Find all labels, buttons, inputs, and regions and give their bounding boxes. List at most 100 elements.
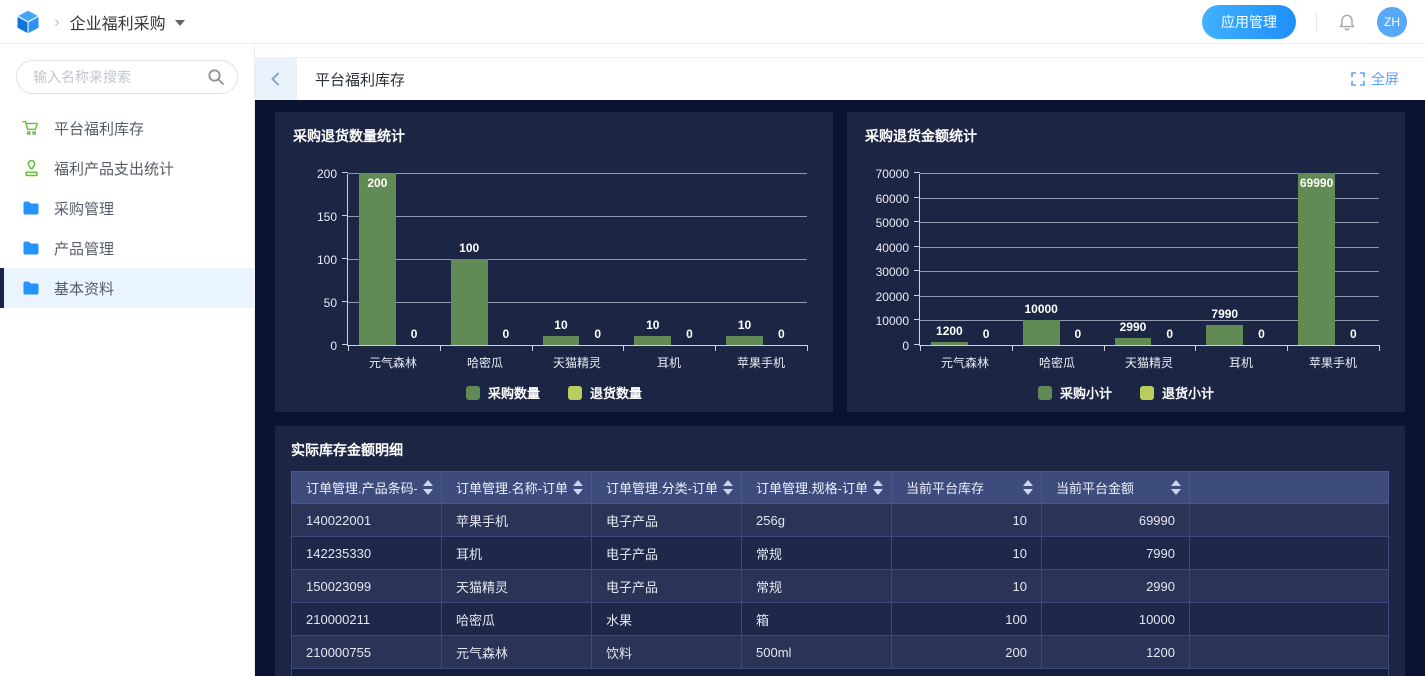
legend-swatch bbox=[568, 385, 582, 400]
table-cell: 256g bbox=[741, 503, 892, 537]
bar-采购小计-哈密瓜 bbox=[1022, 320, 1060, 345]
bar-value-label-zero: 0 bbox=[502, 327, 510, 341]
column-header-6 bbox=[1189, 471, 1389, 504]
table-cell: 箱 bbox=[741, 602, 892, 636]
y-axis-tick-label: 70000 bbox=[875, 167, 909, 181]
legend-item-退货数量[interactable]: 退货数量 bbox=[568, 383, 642, 402]
back-button[interactable] bbox=[255, 58, 297, 100]
x-axis-category-label: 苹果手机 bbox=[736, 356, 785, 370]
fullscreen-button[interactable]: 全屏 bbox=[1351, 69, 1399, 89]
bar-value-label: 2990 bbox=[1119, 319, 1147, 334]
sort-icon[interactable] bbox=[573, 480, 583, 495]
sidebar-item-label: 产品管理 bbox=[54, 240, 115, 258]
table-cell: 电子产品 bbox=[591, 536, 742, 570]
bar-value-label: 10000 bbox=[1024, 302, 1058, 317]
table-cell: 7990 bbox=[1041, 536, 1190, 570]
dashboard-area: 采购退货数量统计 0 50 100 150 200 200 0 100 0 10 0 10 0 10 0 元气森… bbox=[255, 100, 1425, 676]
bar-采购数量-天猫精灵 bbox=[542, 336, 580, 345]
table-cell bbox=[1189, 503, 1389, 537]
legend-label: 采购数量 bbox=[487, 386, 540, 401]
table-row: 210000755 元气森林 饮料 500ml 200 1200 bbox=[291, 635, 1389, 669]
legend-item-采购数量[interactable]: 采购数量 bbox=[465, 383, 540, 402]
sort-icon[interactable] bbox=[723, 480, 733, 495]
sort-icon[interactable] bbox=[1171, 480, 1181, 495]
y-axis-tick-label: 20000 bbox=[875, 289, 909, 304]
table-row: 210000211 哈密瓜 水果箱 100 10000 bbox=[291, 602, 1389, 636]
table-cell: 200 bbox=[891, 635, 1042, 669]
bar-value-label: 1200 bbox=[936, 324, 963, 339]
app-manage-button[interactable]: 应用管理 bbox=[1202, 4, 1296, 39]
x-axis-category-label: 天猫精灵 bbox=[552, 356, 601, 370]
notification-bell-icon[interactable] bbox=[1337, 12, 1357, 32]
topbar-divider bbox=[1316, 12, 1317, 31]
bar-value-label-zero: 0 bbox=[982, 327, 990, 341]
table-cell: 10 bbox=[891, 569, 1042, 603]
plot-area: 1200 0 10000 0 2990 0 7990 0 69990 0 bbox=[914, 172, 1380, 351]
table-cell: 140022001 bbox=[291, 503, 442, 537]
search-icon[interactable] bbox=[207, 68, 225, 86]
table-cell: 耳机 bbox=[441, 536, 592, 570]
bar-采购小计-苹果手机 bbox=[1298, 173, 1335, 345]
app-logo-cube-icon[interactable] bbox=[14, 8, 42, 36]
sidebar-item-1[interactable]: 福利产品支出统计 bbox=[0, 148, 254, 188]
sidebar-item-2[interactable]: 采购管理 bbox=[0, 188, 254, 228]
sort-icon[interactable] bbox=[1023, 480, 1033, 495]
table-cell: 210000211 bbox=[291, 602, 442, 636]
bar-value-label: 7990 bbox=[1211, 307, 1239, 322]
y-axis-tick-label: 30000 bbox=[875, 265, 909, 280]
chart-card-quantity: 采购退货数量统计 0 50 100 150 200 200 0 100 0 10 0 10 0 10 0 元气森… bbox=[275, 112, 833, 412]
legend-item-采购小计[interactable]: 采购小计 bbox=[1037, 383, 1112, 402]
legend-label: 退货小计 bbox=[1162, 386, 1215, 401]
bar-采购数量-苹果手机 bbox=[726, 336, 763, 345]
column-header-4[interactable]: 当前平台库存 bbox=[891, 471, 1042, 504]
sidebar-item-label: 平台福利库存 bbox=[54, 120, 145, 138]
x-axis-category-label: 元气森林 bbox=[368, 356, 417, 370]
table-cell: 100 bbox=[891, 602, 1042, 636]
bar-value-label: 69990 bbox=[1299, 176, 1334, 190]
bar-value-label: 100 bbox=[459, 241, 480, 255]
column-header-2[interactable]: 订单管理.分类-订单... bbox=[591, 471, 742, 504]
bar-采购小计-天猫精灵 bbox=[1114, 337, 1152, 345]
app-title-dropdown[interactable]: 企业福利采购 bbox=[70, 10, 185, 34]
column-header-5[interactable]: 当前平台金额 bbox=[1041, 471, 1190, 504]
column-header-label: 订单管理.产品条码-... bbox=[306, 481, 417, 496]
x-axis-category-label: 耳机 bbox=[1228, 356, 1253, 370]
table-cell: 10 bbox=[891, 536, 1042, 570]
y-axis-tick-label: 40000 bbox=[875, 240, 909, 255]
legend-swatch bbox=[1140, 385, 1154, 400]
table-cell: 1200 bbox=[1041, 635, 1190, 669]
folder-icon bbox=[22, 280, 40, 296]
sidebar-item-0[interactable]: 平台福利库存 bbox=[0, 108, 254, 148]
top-bar: › 企业福利采购 应用管理 ZH bbox=[0, 0, 1425, 44]
column-header-3[interactable]: 订单管理.规格-订单... bbox=[741, 471, 892, 504]
sort-icon[interactable] bbox=[873, 480, 883, 495]
bar-采购小计-耳机 bbox=[1206, 325, 1244, 345]
table-cell: 元气森林 bbox=[441, 635, 592, 669]
table-cell bbox=[1189, 602, 1389, 636]
table-cell: 常规 bbox=[741, 569, 892, 603]
table-cell: 常规 bbox=[741, 536, 892, 570]
sidebar-item-3[interactable]: 产品管理 bbox=[0, 228, 254, 268]
table-row: 142235330 耳机 电子产品 常规 10 7990 bbox=[291, 536, 1389, 570]
legend-item-退货小计[interactable]: 退货小计 bbox=[1140, 383, 1214, 402]
column-header-label: 当前平台库存 bbox=[906, 481, 985, 496]
table-cell: 哈密瓜 bbox=[441, 602, 592, 636]
column-header-0[interactable]: 订单管理.产品条码-... bbox=[291, 471, 442, 504]
fullscreen-label: 全屏 bbox=[1371, 71, 1399, 87]
bar-value-label: 10 bbox=[737, 318, 752, 333]
plot-area: 200 0 100 0 10 0 10 0 10 0 bbox=[342, 172, 808, 351]
table-cell: 水果 bbox=[591, 602, 742, 636]
folder-icon bbox=[22, 240, 40, 256]
bar-value-label-zero: 0 bbox=[777, 327, 785, 341]
sort-icon[interactable] bbox=[423, 480, 433, 495]
sidebar-item-4[interactable]: 基本资料 bbox=[0, 268, 254, 308]
table-cell: 电子产品 bbox=[591, 569, 742, 603]
user-avatar[interactable]: ZH bbox=[1377, 6, 1407, 37]
column-header-1[interactable]: 订单管理.名称-订单... bbox=[441, 471, 592, 504]
table-cell: 饮料 bbox=[591, 635, 742, 669]
legend-swatch bbox=[1037, 385, 1052, 400]
sidebar-search-input[interactable] bbox=[16, 60, 238, 94]
app-title-label: 企业福利采购 bbox=[69, 15, 166, 33]
table-row: 140022001 苹果手机 电子产品 256g 10 69990 bbox=[291, 503, 1389, 537]
